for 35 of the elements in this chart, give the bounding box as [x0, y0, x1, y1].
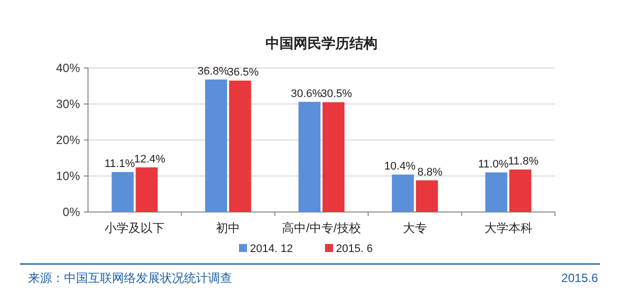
- data-label: 30.5%: [320, 88, 352, 100]
- x-tick-label: 大专: [402, 221, 427, 235]
- data-label: 36.5%: [228, 66, 259, 79]
- bar: [322, 102, 344, 212]
- bar: [112, 172, 134, 212]
- data-label: 36.8%: [198, 66, 229, 78]
- y-tick-label: 10%: [56, 169, 80, 183]
- x-tick-label: 高中/中专/技校: [282, 221, 361, 235]
- data-label: 11.0%: [478, 158, 509, 170]
- legend-label: 2014. 12: [250, 243, 293, 255]
- x-tick-label: 初中: [216, 221, 240, 235]
- y-tick-label: 40%: [56, 61, 80, 75]
- chart-title: 中国网民学历结构: [266, 35, 378, 51]
- data-label: 10.4%: [384, 160, 416, 173]
- data-label: 8.8%: [417, 166, 443, 178]
- data-label: 12.4%: [134, 153, 166, 166]
- legend-label: 2015. 6: [336, 243, 373, 255]
- y-tick-label: 0%: [62, 205, 80, 219]
- bar: [485, 172, 508, 212]
- bar: [229, 80, 252, 212]
- x-tick-label: 小学及以下: [104, 221, 165, 235]
- y-tick-label: 30%: [56, 97, 80, 111]
- data-label: 30.6%: [290, 88, 322, 100]
- x-tick-label: 大学本科: [484, 221, 532, 235]
- bar: [298, 102, 320, 212]
- bar: [416, 180, 438, 212]
- bar: [205, 80, 228, 212]
- bar: [509, 170, 532, 212]
- source-note: 来源：中国互联网络发展状况统计调查: [28, 271, 232, 285]
- data-label: 11.1%: [104, 158, 136, 170]
- text: 2015.6: [561, 271, 598, 285]
- bar: [136, 167, 158, 212]
- y-tick-label: 20%: [56, 133, 80, 147]
- data-label: 11.8%: [508, 156, 539, 168]
- bar: [392, 174, 414, 212]
